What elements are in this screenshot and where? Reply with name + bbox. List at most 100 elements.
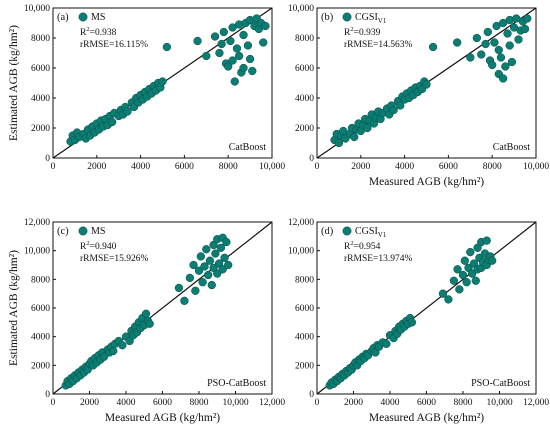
- data-point: [211, 249, 220, 258]
- data-point: [158, 77, 167, 86]
- data-point: [467, 269, 477, 278]
- data-point: [471, 276, 480, 285]
- data-point: [259, 38, 268, 47]
- data-point: [200, 262, 209, 271]
- data-point: [462, 278, 471, 287]
- y-tick-label: 6000: [295, 64, 314, 74]
- data-point: [520, 24, 530, 34]
- y-tick-label: 6000: [295, 304, 314, 314]
- data-point: [205, 256, 215, 265]
- data-point: [472, 33, 482, 43]
- x-axis-title: Measured AGB (kg/hm²): [369, 412, 484, 424]
- data-point: [261, 21, 270, 31]
- data-point: [219, 27, 228, 37]
- data-point: [438, 289, 448, 298]
- data-point: [483, 27, 492, 37]
- y-tick-label: 10,000: [288, 4, 314, 14]
- legend-label: CGSIV1: [355, 12, 387, 25]
- x-tick-label: 6000: [153, 398, 172, 408]
- data-point: [99, 352, 109, 361]
- r2-stat: R2=0.940: [80, 240, 117, 252]
- legend-series-name: CGSI: [355, 12, 378, 23]
- data-point: [202, 245, 211, 254]
- data-point: [488, 256, 497, 265]
- plot-frame: [52, 7, 273, 159]
- y-tick-label: 8000: [31, 275, 50, 285]
- x-axis-title: Measured AGB (kg/hm²): [105, 412, 220, 424]
- x-tick-label: 10,000: [259, 162, 285, 172]
- x-tick-label: 0: [315, 398, 320, 408]
- x-tick-label: 8000: [190, 398, 209, 408]
- y-tick-label: 12,000: [24, 218, 50, 228]
- r2-superscript: 2: [86, 26, 89, 33]
- data-point: [196, 252, 205, 261]
- data-point: [207, 280, 216, 290]
- x-tick-label: 10,000: [222, 398, 248, 408]
- legend-series-name: MS: [91, 226, 105, 237]
- panel-label: (b): [321, 12, 334, 23]
- x-tick-label: 2000: [80, 398, 99, 408]
- panel-4: 0 2000 4000 6000 8000 10,000 12,000 0 2000 4000 60…: [288, 218, 549, 424]
- panel-label: (d): [321, 226, 334, 237]
- y-tick-label: 4000: [31, 333, 50, 343]
- y-tick-label: 8000: [31, 34, 50, 44]
- data-point: [213, 269, 222, 278]
- y-tick-label: 0: [45, 154, 50, 164]
- r2-stat: R2=0.939: [344, 26, 381, 38]
- data-point: [215, 48, 224, 58]
- y-tick-label: 0: [45, 390, 50, 400]
- data-point: [189, 260, 198, 270]
- legend-marker: [342, 226, 352, 236]
- data-point: [194, 266, 204, 275]
- legend-series-subscript: V1: [378, 231, 387, 239]
- data-point: [505, 41, 514, 50]
- r2-value: =0.954: [354, 242, 381, 252]
- r2-superscript: 2: [350, 240, 353, 247]
- data-point: [477, 50, 486, 59]
- data-point: [226, 36, 235, 46]
- y-tick-label: 10,000: [288, 247, 314, 257]
- model-label: PSO-CatBoost: [207, 378, 266, 389]
- x-tick-label: 6000: [417, 398, 436, 408]
- x-tick-label: 10,000: [523, 162, 549, 172]
- y-tick-label: 4000: [295, 94, 314, 104]
- rrmse-stat: rRMSE=16.115%: [80, 40, 148, 50]
- data-point: [453, 265, 462, 274]
- data-point: [228, 56, 237, 65]
- data-point: [363, 123, 372, 133]
- data-point: [455, 285, 464, 294]
- data-point: [239, 30, 248, 40]
- data-point: [466, 53, 475, 62]
- panel-3: 0 2000 4000 6000 8000 10,000 12,000 0 2000 4000 60…: [8, 218, 285, 424]
- rrmse-stat: rRMSE=14.563%: [344, 40, 413, 50]
- y-tick-label: 2000: [295, 124, 314, 134]
- x-tick-label: 6000: [175, 162, 194, 172]
- data-point: [243, 41, 253, 50]
- x-tick-label: 8000: [483, 162, 502, 172]
- r2-stat: R2=0.938: [80, 26, 117, 38]
- x-tick-label: 6000: [439, 162, 458, 172]
- x-tick-label: 12,000: [523, 398, 549, 408]
- data-point: [123, 107, 132, 116]
- x-tick-label: 0: [51, 398, 56, 408]
- data-point: [481, 39, 490, 49]
- data-point: [185, 273, 195, 283]
- rrmse-stat: rRMSE=15.926%: [80, 254, 149, 264]
- y-tick-label: 6000: [31, 64, 50, 74]
- data-point: [334, 138, 344, 148]
- r2-prefix: R: [80, 28, 87, 38]
- data-point: [248, 66, 257, 76]
- x-tick-label: 8000: [219, 162, 238, 172]
- data-point: [501, 62, 510, 71]
- data-point: [494, 45, 503, 55]
- legend-marker: [78, 12, 88, 22]
- data-point: [174, 283, 184, 293]
- plot-frame: [316, 7, 537, 159]
- r2-superscript: 2: [350, 26, 353, 33]
- x-tick-label: 4000: [117, 398, 136, 408]
- r2-value: =0.938: [90, 28, 117, 38]
- data-point: [389, 105, 398, 115]
- data-point: [514, 35, 523, 44]
- legend-series-name: CGSI: [355, 226, 378, 237]
